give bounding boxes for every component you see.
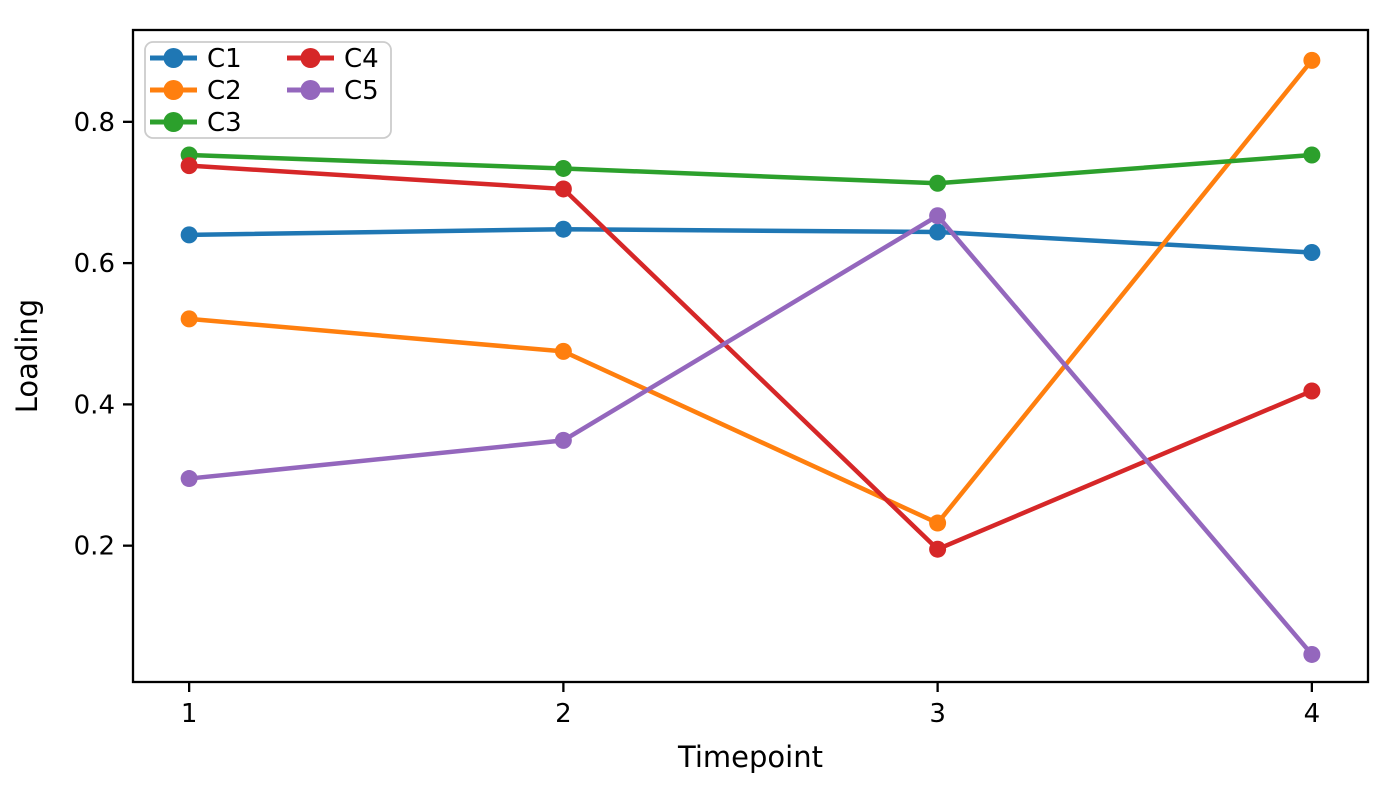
legend-marker-C1	[163, 48, 184, 68]
data-point-C1-t2	[554, 220, 572, 238]
x-tick-label: 4	[1304, 699, 1321, 729]
legend-marker-C3	[163, 112, 184, 132]
series-line-C4	[188, 163, 1313, 552]
y-tick-label: 0.6	[74, 249, 115, 279]
series-line-C3	[189, 152, 1313, 186]
data-point-C2-t4	[1303, 51, 1321, 69]
data-point-C2-t1	[180, 310, 198, 328]
data-point-C1-t3	[929, 223, 947, 241]
y-tick-label: 0.4	[74, 390, 115, 420]
legend-label-C2: C2	[207, 76, 242, 106]
x-tick-label: 2	[555, 699, 572, 729]
series-line-C5	[188, 213, 1314, 656]
data-point-C3-t2	[554, 159, 572, 177]
series-line-C2	[188, 58, 1314, 526]
data-point-C3-t4	[1303, 146, 1321, 164]
x-axis-title: Timepoint	[678, 740, 823, 774]
legend-box	[144, 41, 392, 139]
y-axis-title: Loading	[10, 298, 44, 414]
data-point-C1-t1	[180, 226, 198, 244]
legend-marker-C4	[300, 48, 321, 68]
data-point-C2-t3	[929, 514, 947, 532]
data-point-C5-t2	[554, 431, 572, 449]
legend-label-C1: C1	[207, 44, 242, 74]
data-point-C2-t2	[554, 342, 572, 360]
data-point-C5-t1	[180, 470, 198, 488]
data-point-C4-t2	[554, 180, 572, 198]
plot-border	[131, 28, 1370, 684]
y-tick-label: 0.8	[74, 108, 115, 138]
legend-label-C4: C4	[344, 44, 379, 74]
x-tick-label: 3	[929, 699, 946, 729]
data-point-C5-t3	[929, 207, 947, 225]
legend-label-C5: C5	[344, 76, 379, 106]
x-tick-label: 1	[181, 699, 198, 729]
legend-label-C3: C3	[207, 108, 242, 138]
data-point-C4-t1	[180, 157, 198, 175]
series-line-C1	[189, 226, 1312, 255]
data-point-C5-t4	[1303, 645, 1321, 663]
y-tick-label: 0.2	[74, 532, 115, 562]
data-point-C3-t3	[929, 174, 947, 192]
data-point-C4-t4	[1303, 382, 1321, 400]
data-point-C4-t3	[929, 540, 947, 558]
legend-marker-C2	[163, 80, 184, 100]
data-point-C1-t4	[1303, 244, 1321, 262]
legend-marker-C5	[300, 80, 321, 100]
